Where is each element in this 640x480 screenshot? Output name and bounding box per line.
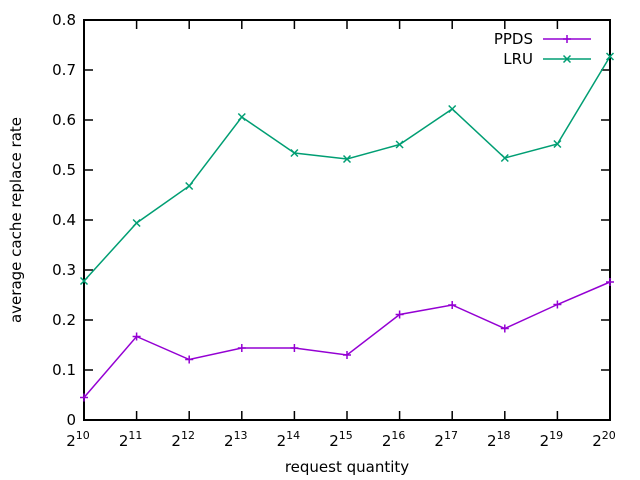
legend-marker-ppds: [563, 35, 571, 43]
x-tick-base: 2: [592, 432, 602, 450]
x-tick-exponent: 20: [602, 429, 616, 442]
x-tick-base: 2: [487, 432, 497, 450]
series-ppds: [80, 278, 614, 402]
y-tick-label: 0.3: [52, 261, 76, 279]
series-line-lru: [83, 56, 611, 282]
x-tick-label: 213: [224, 429, 248, 450]
x-tick-label: 217: [434, 429, 458, 450]
x-tick-base: 2: [540, 432, 550, 450]
x-tick-label: 220: [592, 429, 616, 450]
x-tick-label: 218: [487, 429, 511, 450]
data-point-ppds: [132, 332, 141, 341]
legend-label-ppds: PPDS: [494, 30, 533, 48]
x-tick-exponent: 16: [391, 429, 405, 442]
x-axis-title: request quantity: [285, 458, 409, 476]
legend: PPDS LRU: [494, 30, 591, 68]
x-tick-exponent: 11: [128, 429, 142, 442]
y-tick-label: 0.1: [52, 361, 76, 379]
legend-label-lru: LRU: [503, 50, 533, 68]
data-point-ppds: [343, 351, 351, 359]
y-tick-label: 0.4: [52, 211, 76, 229]
x-tick-exponent: 15: [339, 429, 353, 442]
y-tick-label: 0.7: [52, 61, 76, 79]
data-point-lru: [237, 112, 246, 122]
x-tick-label: 214: [277, 429, 301, 450]
data-point-ppds: [395, 310, 404, 319]
data-point-lru: [342, 154, 352, 164]
x-tick-exponent: 17: [444, 429, 458, 442]
x-tick-label: 211: [119, 429, 143, 450]
data-point-ppds: [448, 301, 457, 309]
data-point-ppds: [237, 344, 246, 352]
data-point-lru: [553, 139, 562, 149]
y-tick-label: 0.5: [52, 161, 76, 179]
x-tick-label: 212: [171, 429, 195, 450]
x-tick-base: 2: [434, 432, 444, 450]
x-tick-base: 2: [277, 432, 287, 450]
y-tick-label: 0: [66, 411, 76, 429]
data-point-ppds: [80, 393, 88, 402]
x-tick-exponent: 18: [497, 429, 511, 442]
x-tick-exponent: 12: [181, 429, 195, 442]
data-point-lru: [500, 153, 509, 163]
data-point-ppds: [290, 344, 299, 352]
data-point-lru: [79, 276, 89, 286]
x-tick-base: 2: [66, 432, 76, 450]
data-point-lru: [395, 140, 404, 149]
data-point-ppds: [185, 355, 194, 364]
data-point-lru: [290, 148, 299, 158]
x-tick-label: 216: [382, 429, 406, 450]
data-point-lru: [448, 104, 457, 114]
data-point-lru: [132, 218, 141, 228]
x-tick-base: 2: [224, 432, 234, 450]
data-point-ppds: [553, 300, 562, 309]
x-tick-exponent: 10: [76, 429, 90, 442]
legend-marker-lru: [562, 54, 572, 64]
x-tick-base: 2: [119, 432, 129, 450]
x-tick-exponent: 13: [234, 429, 248, 442]
x-tick-base: 2: [171, 432, 181, 450]
series-line-ppds: [83, 281, 611, 398]
x-tick-exponent: 19: [549, 429, 563, 442]
x-tick-exponent: 14: [286, 429, 300, 442]
y-axis-title: average cache replace rate: [7, 117, 25, 323]
series-lru: [79, 52, 615, 286]
data-point-lru: [185, 181, 194, 191]
plot-frame: [83, 19, 611, 421]
data-point-ppds: [606, 278, 614, 286]
y-tick-label: 0.8: [52, 11, 76, 29]
y-tick-label: 0.2: [52, 311, 76, 329]
x-tick-base: 2: [382, 432, 392, 450]
x-tick-label: 210: [66, 429, 90, 450]
data-point-lru: [605, 52, 615, 61]
y-tick-label: 0.6: [52, 111, 76, 129]
x-tick-label: 215: [329, 429, 353, 450]
data-point-ppds: [500, 324, 509, 333]
x-tick-base: 2: [329, 432, 339, 450]
series-layer: [79, 52, 615, 402]
x-tick-label: 219: [540, 429, 564, 450]
